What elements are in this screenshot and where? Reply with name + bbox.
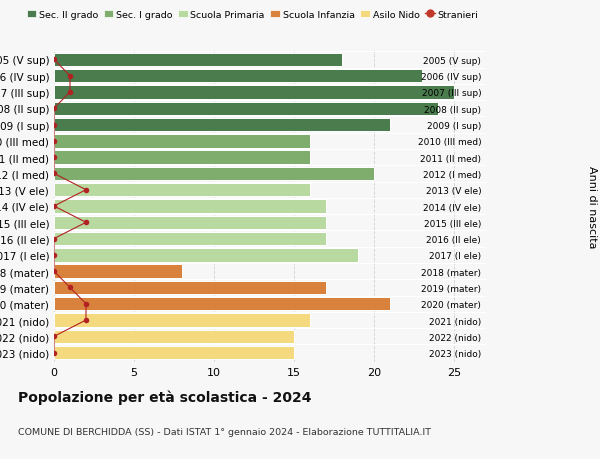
Bar [54,86,454,100]
Bar [54,151,310,164]
Point [65,284,75,291]
Bar [54,265,182,278]
Bar [54,346,294,359]
Bar [54,118,390,132]
Point [49,56,59,64]
Point [49,252,59,259]
Point [65,73,75,80]
Point [81,219,91,226]
Point [49,333,59,340]
Point [81,317,91,324]
Bar [54,297,390,311]
Point [81,300,91,308]
Bar [54,249,358,262]
Bar [54,184,310,197]
Bar [54,200,326,213]
Point [49,122,59,129]
Text: Popolazione per età scolastica - 2024: Popolazione per età scolastica - 2024 [18,390,311,405]
Bar [54,281,326,295]
Bar [54,330,294,343]
Bar [54,135,310,148]
Text: COMUNE DI BERCHIDDA (SS) - Dati ISTAT 1° gennaio 2024 - Elaborazione TUTTITALIA.: COMUNE DI BERCHIDDA (SS) - Dati ISTAT 1°… [18,427,431,436]
Point [49,349,59,357]
Point [49,170,59,178]
Point [65,89,75,96]
Bar [54,54,342,67]
Bar [54,232,326,246]
Point [49,203,59,210]
Legend: Sec. II grado, Sec. I grado, Scuola Primaria, Scuola Infanzia, Asilo Nido, Stran: Sec. II grado, Sec. I grado, Scuola Prim… [23,7,482,23]
Point [49,105,59,112]
Text: Anni di nascita: Anni di nascita [587,165,597,248]
Bar [54,168,374,181]
Point [49,138,59,145]
Point [49,235,59,243]
Point [49,154,59,162]
Bar [54,216,326,230]
Point [81,187,91,194]
Bar [54,70,422,83]
Bar [54,313,310,327]
Point [49,268,59,275]
Bar [54,102,438,116]
